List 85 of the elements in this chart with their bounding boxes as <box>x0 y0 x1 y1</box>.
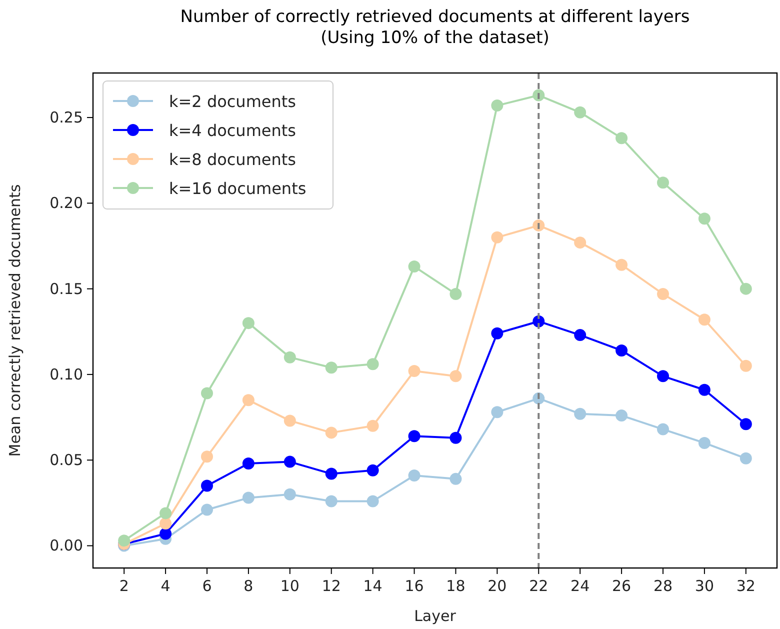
point <box>201 387 213 400</box>
x-tick-label: 6 <box>202 577 212 595</box>
x-tick-label: 30 <box>694 577 714 595</box>
x-tick-label: 2 <box>119 577 129 595</box>
point <box>491 231 504 244</box>
point <box>698 314 710 326</box>
point <box>740 282 752 295</box>
x-tick-label: 26 <box>612 577 632 595</box>
point <box>284 414 296 427</box>
point <box>160 507 172 520</box>
point <box>201 450 213 463</box>
point <box>450 472 462 485</box>
point <box>657 370 669 382</box>
point <box>160 517 172 530</box>
y-tick-label: 0.00 <box>50 536 83 555</box>
y-tick-label: 0.10 <box>50 365 83 384</box>
point <box>242 458 254 470</box>
point <box>740 418 752 430</box>
point <box>491 406 504 418</box>
point <box>408 260 420 273</box>
point <box>657 288 669 300</box>
point <box>574 106 586 118</box>
x-tick-label: 14 <box>363 577 382 595</box>
point <box>698 436 710 449</box>
point <box>616 410 628 422</box>
point <box>698 384 710 396</box>
point <box>284 488 296 500</box>
y-axis-title: Mean correctly retrieved documents <box>6 184 24 457</box>
x-tick-label: 18 <box>446 577 466 595</box>
point <box>491 327 504 340</box>
y-tick-label: 0.15 <box>50 280 83 298</box>
point <box>616 132 628 144</box>
point <box>657 423 669 436</box>
point <box>450 288 462 300</box>
point <box>242 394 254 406</box>
point <box>574 408 586 420</box>
point <box>450 432 462 444</box>
x-tick-label: 16 <box>404 577 424 595</box>
point <box>408 365 420 378</box>
x-tick-label: 24 <box>570 577 590 595</box>
point <box>366 464 379 476</box>
legend-label: k=2 documents <box>169 92 296 111</box>
legend-label: k=16 documents <box>169 179 306 198</box>
point <box>325 426 338 439</box>
point <box>366 358 379 370</box>
point <box>242 492 254 504</box>
point <box>201 504 213 516</box>
point <box>284 351 296 364</box>
x-axis-title: Layer <box>414 607 457 625</box>
x-tick-label: 12 <box>322 577 341 595</box>
point <box>740 360 752 372</box>
point <box>574 329 586 342</box>
point <box>491 100 504 112</box>
point <box>616 258 628 271</box>
point <box>616 344 628 356</box>
point <box>450 370 462 382</box>
point <box>740 452 752 464</box>
point <box>408 470 420 482</box>
point <box>657 176 669 189</box>
point <box>325 468 338 480</box>
x-tick-label: 22 <box>529 577 548 595</box>
y-tick-label: 0.05 <box>50 451 83 470</box>
point <box>160 528 172 540</box>
x-tick-label: 10 <box>280 577 300 595</box>
legend-label: k=4 documents <box>169 121 296 140</box>
x-tick-label: 20 <box>488 577 507 595</box>
x-tick-label: 4 <box>160 577 170 595</box>
y-tick-label: 0.25 <box>50 108 83 127</box>
point <box>325 495 338 508</box>
point <box>118 534 130 547</box>
point <box>366 495 379 508</box>
point <box>574 236 586 249</box>
x-tick-label: 8 <box>244 577 254 595</box>
x-tick-label: 28 <box>653 577 673 595</box>
y-tick-label: 0.20 <box>50 194 83 212</box>
legend-label: k=8 documents <box>169 150 296 169</box>
point <box>201 480 213 492</box>
x-tick-label: 32 <box>736 577 756 595</box>
point <box>284 456 296 468</box>
point <box>242 317 254 330</box>
point <box>325 362 338 374</box>
point <box>408 430 420 442</box>
point <box>698 212 710 225</box>
chart-title: Number of correctly retrieved documents at different layers (Using 10% of the dataset) <box>180 7 690 48</box>
point <box>366 420 379 432</box>
